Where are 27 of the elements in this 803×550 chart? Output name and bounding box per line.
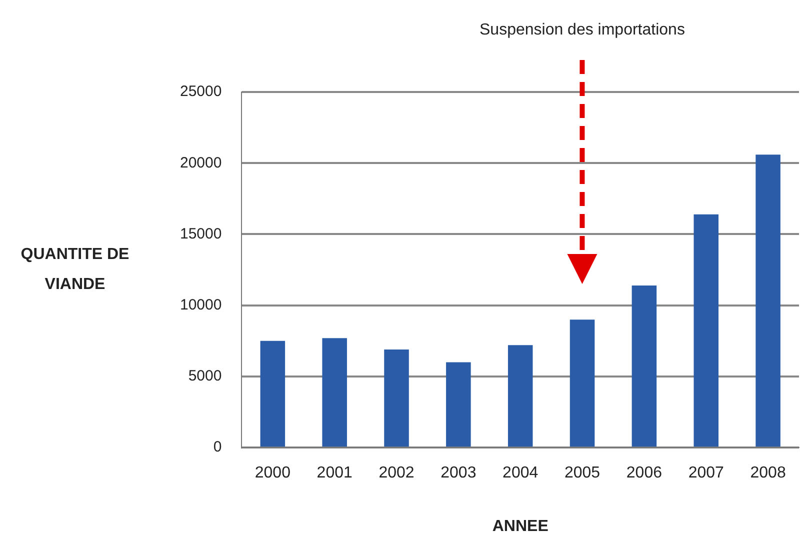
y-tick-label: 5000	[188, 368, 222, 385]
y-axis-title: QUANTITE DE VIANDE	[20, 245, 130, 295]
bar	[632, 285, 657, 447]
text: Suspension des importations	[479, 21, 685, 38]
x-tick-label: 2008	[750, 464, 786, 482]
x-tick-label: 2001	[316, 464, 352, 482]
bar	[570, 320, 595, 447]
y-tick-label: 10000	[180, 296, 222, 314]
x-axis-title: ANNEE	[492, 518, 549, 535]
y-tick-label: 0	[213, 438, 222, 456]
x-tick-label: 2006	[626, 464, 662, 482]
bar	[756, 154, 780, 447]
x-tick-label: 2004	[502, 464, 538, 482]
bar	[694, 214, 719, 447]
x-tick-label: 2000	[254, 464, 291, 482]
bar	[446, 362, 471, 447]
x-tick-label: 2002	[378, 464, 414, 482]
bar	[260, 340, 286, 447]
y-tick-label: 15000	[180, 225, 222, 242]
bar	[384, 349, 409, 447]
y-tick-label: 20000	[180, 154, 222, 172]
bar	[322, 338, 347, 447]
x-tick-label: 2007	[688, 464, 724, 482]
y-tick-label: 25000	[180, 83, 222, 100]
bar	[508, 345, 533, 447]
x-tick-label: 2003	[440, 464, 476, 482]
x-tick-label: 2005	[564, 464, 600, 482]
